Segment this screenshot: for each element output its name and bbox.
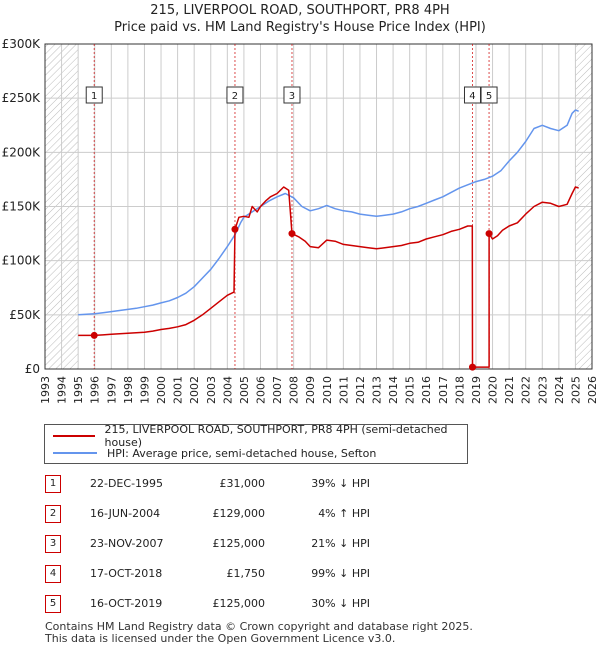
row-number-badge: 2	[45, 505, 61, 523]
table-row: 4 17-OCT-2018 £1,750 99% ↓ HPI	[0, 565, 600, 585]
x-tick-label: 1997	[105, 376, 118, 404]
x-tick-label: 2012	[354, 376, 367, 404]
x-tick-label: 2014	[387, 376, 400, 404]
legend-label-property: 215, LIVERPOOL ROAD, SOUTHPORT, PR8 4PH …	[104, 423, 448, 449]
y-tick-label: £150K	[2, 200, 42, 214]
x-tick-label: 2020	[487, 376, 500, 404]
sale-marker-box	[85, 86, 103, 104]
table-row: 2 16-JUN-2004 £129,000 4% ↑ HPI	[0, 505, 600, 525]
table-row: 3 23-NOV-2007 £125,000 21% ↓ HPI	[0, 535, 600, 555]
y-tick-label: £250K	[2, 91, 42, 105]
y-tick-label: £300K	[2, 37, 42, 51]
row-price: £125,000	[212, 597, 266, 610]
x-tick-label: 2009	[304, 376, 317, 404]
row-hpi-diff: 21% ↓ HPI	[311, 537, 370, 550]
price-chart: 1993 1994 1995 1996 1997 1998 1999 2000 2001 2002…	[2, 37, 599, 404]
row-number-badge: 5	[45, 595, 61, 613]
row-date: 16-JUN-2004	[90, 507, 161, 520]
x-tick-label: 2002	[188, 376, 201, 404]
row-number-badge: 3	[45, 535, 61, 553]
plot-border	[44, 43, 593, 370]
chart-subtitle: Price paid vs. HM Land Registry's House …	[114, 20, 486, 35]
sale-marker-box	[226, 86, 244, 104]
x-tick-label: 2018	[453, 376, 466, 404]
sale-marker-label: 4	[469, 91, 475, 102]
x-tick-label: 2006	[254, 376, 267, 404]
table-row: 5 16-OCT-2019 £125,000 30% ↓ HPI	[0, 595, 600, 615]
footer-licence: This data is licensed under the Open Gov…	[45, 632, 396, 645]
x-tick-label: 1999	[138, 376, 151, 404]
row-hpi-diff: 4% ↑ HPI	[318, 507, 370, 520]
sale-point	[231, 225, 239, 233]
sale-marker-label: 5	[486, 91, 492, 102]
legend: 215, LIVERPOOL ROAD, SOUTHPORT, PR8 4PH …	[44, 423, 468, 464]
footer-copyright: Contains HM Land Registry data © Crown c…	[45, 620, 473, 633]
x-tick-label: 2015	[404, 376, 417, 404]
y-tick-label: £0	[25, 362, 40, 376]
legend-item-property: 215, LIVERPOOL ROAD, SOUTHPORT, PR8 4PH …	[53, 423, 467, 449]
legend-swatch-property	[53, 435, 95, 437]
x-tick-label: 2024	[553, 376, 566, 404]
sale-marker-label: 3	[289, 91, 295, 102]
row-price: £31,000	[219, 477, 266, 490]
x-tick-label: 2005	[238, 376, 251, 404]
row-date: 23-NOV-2007	[90, 537, 164, 550]
row-hpi-diff: 99% ↓ HPI	[311, 567, 370, 580]
row-number-badge: 4	[45, 565, 61, 583]
row-date: 16-OCT-2019	[90, 597, 163, 610]
x-tick-label: 2026	[586, 376, 599, 404]
x-tick-label: 2004	[221, 376, 234, 404]
x-tick-label: 2013	[371, 376, 384, 404]
y-tick-label: £100K	[2, 254, 42, 268]
chart-title: 215, LIVERPOOL ROAD, SOUTHPORT, PR8 4PH	[150, 3, 450, 18]
x-tick-label: 2025	[569, 376, 582, 404]
sale-point	[468, 363, 476, 371]
x-tick-label: 2010	[321, 376, 334, 404]
sale-marker-box	[480, 86, 498, 104]
legend-swatch-hpi	[53, 452, 97, 454]
sale-marker-box	[283, 86, 301, 104]
x-tick-label: 2007	[271, 376, 284, 404]
x-tick-label: 1994	[56, 376, 69, 404]
x-tick-label: 2017	[437, 376, 450, 404]
row-price: £1,750	[226, 567, 266, 580]
series-line-property	[78, 186, 579, 368]
row-hpi-diff: 30% ↓ HPI	[311, 597, 370, 610]
x-tick-label: 2001	[172, 376, 185, 404]
sale-point	[90, 331, 98, 339]
series-line-hpi	[78, 109, 579, 316]
row-price: £129,000	[212, 507, 266, 520]
row-number-badge: 1	[45, 475, 61, 493]
row-hpi-diff: 39% ↓ HPI	[311, 477, 370, 490]
sale-point	[485, 230, 493, 238]
y-tick-label: £200K	[2, 145, 42, 159]
x-tick-label: 1996	[89, 376, 102, 404]
x-tick-label: 2022	[520, 376, 533, 404]
legend-item-hpi: HPI: Average price, semi-detached house,…	[53, 445, 376, 461]
row-date: 22-DEC-1995	[90, 477, 164, 490]
sale-marker-box	[463, 86, 481, 104]
x-tick-label: 2023	[536, 376, 549, 404]
row-date: 17-OCT-2018	[90, 567, 163, 580]
sale-marker-label: 2	[232, 91, 238, 102]
x-tick-label: 1998	[122, 376, 135, 404]
row-price: £125,000	[212, 537, 266, 550]
x-tick-label: 2011	[337, 376, 350, 404]
x-tick-label: 1995	[72, 376, 85, 404]
x-tick-label: 2000	[155, 376, 168, 404]
x-tick-label: 2008	[288, 376, 301, 404]
y-tick-label: £50K	[9, 308, 41, 322]
legend-label-hpi: HPI: Average price, semi-detached house,…	[107, 446, 377, 460]
footer: Contains HM Land Registry data © Crown c…	[45, 621, 473, 645]
sale-marker-label: 1	[91, 91, 97, 102]
sale-point	[288, 230, 296, 238]
x-tick-label: 2019	[470, 376, 483, 404]
x-tick-label: 2016	[420, 376, 433, 404]
x-tick-label: 2021	[503, 376, 516, 404]
table-row: 1 22-DEC-1995 £31,000 39% ↓ HPI	[0, 475, 600, 495]
x-tick-label: 1993	[39, 376, 52, 404]
x-tick-label: 2003	[205, 376, 218, 404]
